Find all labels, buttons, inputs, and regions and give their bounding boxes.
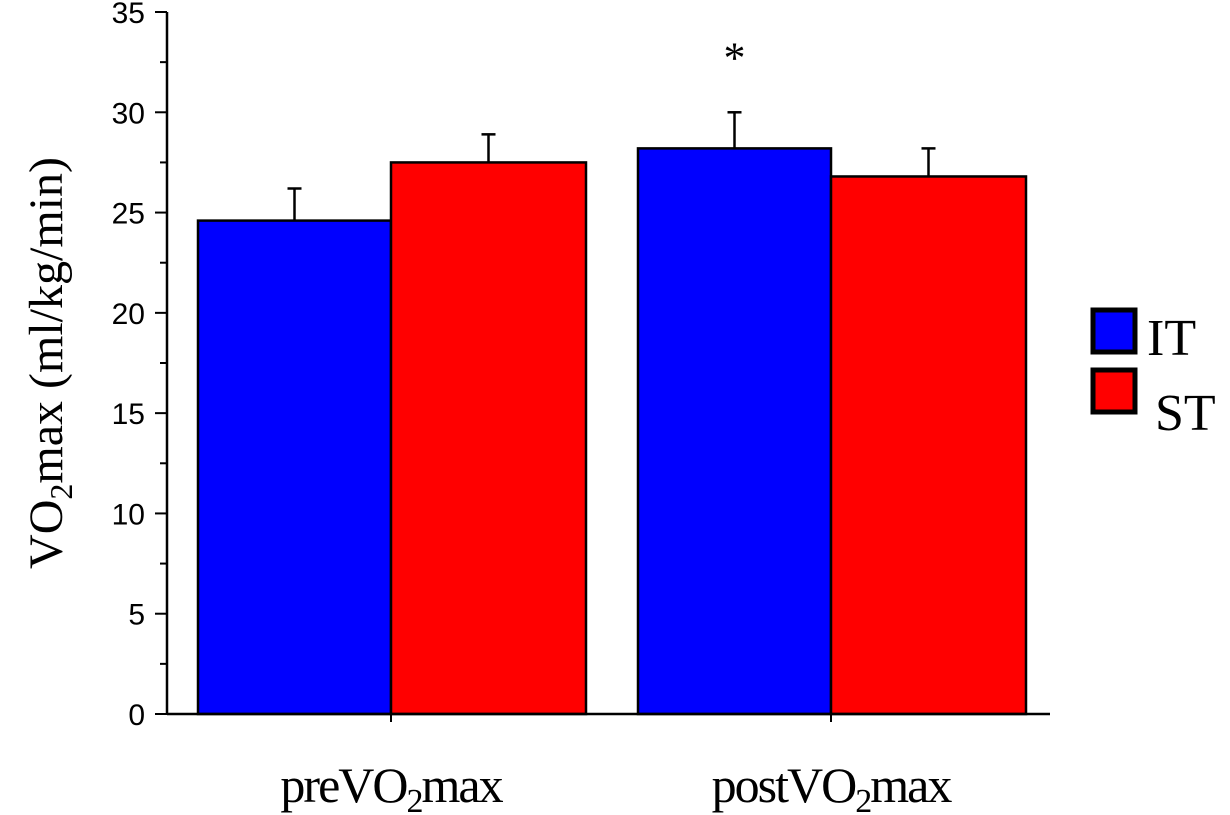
legend: IT ST	[1090, 307, 1216, 442]
y-tick-label: 0	[128, 699, 145, 732]
y-axis-label-main: VO	[20, 500, 73, 569]
x-tick-label-postVO2max: postVO2max	[712, 757, 953, 815]
y-tick-label: 15	[112, 398, 145, 431]
y-tick-label: 5	[128, 599, 145, 632]
legend-swatch-ST	[1090, 367, 1138, 415]
y-tick-label: 35	[112, 0, 145, 30]
bars-layer	[196, 147, 1028, 716]
y-tick-label: 30	[112, 97, 145, 130]
y-axis-label-subscript: 2	[43, 484, 79, 500]
y-axis-label: VO2max (ml/kg/min)	[20, 157, 79, 569]
y-tick-label: 20	[112, 298, 145, 331]
error-bars-layer	[287, 111, 936, 221]
x-tick-label-preVO2max: preVO2max	[280, 757, 503, 815]
annotations-layer: *	[724, 33, 746, 82]
significance-marker: *	[724, 33, 746, 82]
bar-ST-preVO2max	[389, 161, 588, 716]
bar-IT-preVO2max	[196, 219, 393, 716]
bar-ST-postVO2max	[829, 175, 1028, 716]
bar-IT-postVO2max	[636, 147, 833, 716]
legend-swatch-IT	[1090, 307, 1138, 355]
legend-label-IT: IT	[1147, 310, 1196, 367]
y-ticks-layer: 0 5 10 15 20 25 30 35	[112, 0, 167, 732]
y-axis-label-rest: max (ml/kg/min)	[20, 157, 73, 484]
y-tick-label: 25	[112, 198, 145, 231]
y-tick-label: 10	[112, 498, 145, 531]
legend-label-ST: ST	[1155, 385, 1216, 442]
x-labels-layer: preVO2max postVO2max	[280, 714, 954, 815]
